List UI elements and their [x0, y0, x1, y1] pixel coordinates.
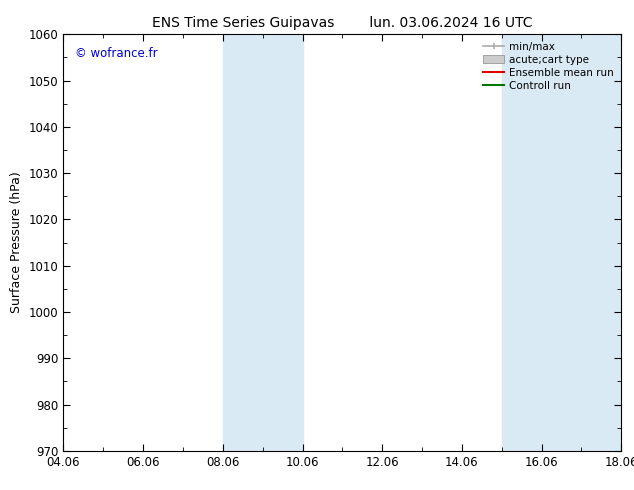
Bar [223, 34, 302, 451]
Bar [501, 34, 621, 451]
Text: © wofrance.fr: © wofrance.fr [75, 47, 157, 60]
Title: ENS Time Series Guipavas        lun. 03.06.2024 16 UTC: ENS Time Series Guipavas lun. 03.06.2024… [152, 16, 533, 30]
Legend: min/max, acute;cart type, Ensemble mean run, Controll run: min/max, acute;cart type, Ensemble mean … [479, 37, 618, 95]
Y-axis label: Surface Pressure (hPa): Surface Pressure (hPa) [10, 172, 23, 314]
